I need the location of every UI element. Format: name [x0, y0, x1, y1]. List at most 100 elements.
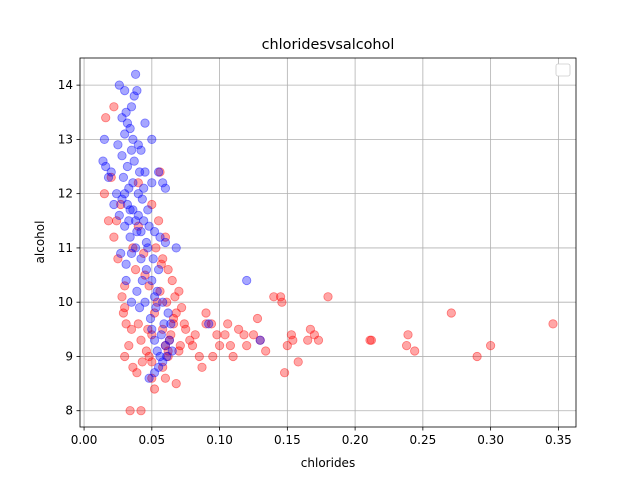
scatter-point-series-1	[303, 335, 313, 345]
scatter-point-series-2	[155, 351, 165, 362]
scatter-point-series-1	[190, 330, 200, 340]
scatter-point-series-2	[129, 91, 139, 101]
scatter-point-series-2	[144, 221, 154, 231]
scatter-point-series-1	[158, 254, 168, 264]
scatter-point-series-2	[112, 189, 122, 199]
scatter-point-series-2	[122, 118, 133, 128]
scatter-point-series-1	[120, 351, 130, 362]
scatter-point-series-1	[171, 308, 181, 318]
scatter-point-series-2	[154, 362, 164, 372]
scatter-point-series-2	[164, 335, 174, 345]
scatter-point-series-2	[122, 199, 133, 210]
scatter-point-series-2	[128, 178, 138, 188]
scatter-point-series-1	[101, 113, 111, 123]
scatter-point-series-1	[160, 340, 170, 351]
scatter-point-series-1	[131, 264, 141, 275]
scatter-point-series-1	[167, 275, 177, 286]
scatter-point-series-2	[140, 118, 150, 128]
scatter-point-series-2	[140, 167, 150, 177]
scatter-point-series-2	[120, 221, 130, 231]
scatter-point-series-2	[149, 368, 160, 378]
scatter-point-series-1	[158, 324, 168, 334]
scatter-point-series-1	[133, 319, 143, 329]
y-axis-label: alcohol	[33, 221, 47, 264]
x-tick-label: 0.10	[206, 433, 233, 447]
scatter-point-series-2	[120, 86, 130, 96]
scatter-point-series-1	[116, 199, 126, 210]
y-tick-label: 13	[58, 132, 73, 146]
scatter-point-series-2	[132, 286, 142, 296]
scatter-point-series-2	[155, 232, 165, 242]
scatter-point-series-2	[126, 145, 137, 155]
scatter-point-series-2	[140, 297, 150, 307]
scatter-point-series-1	[242, 340, 252, 351]
scatter-point-series-1	[121, 319, 131, 329]
scatter-point-series-2	[131, 243, 141, 253]
scatter-point-series-2	[144, 373, 154, 383]
scatter-point-series-2	[133, 189, 143, 199]
scatter-point-series-1	[365, 335, 375, 345]
scatter-point-series-1	[149, 384, 160, 394]
scatter-point-series-1	[286, 330, 296, 340]
x-axis-label: chlorides	[301, 456, 355, 470]
scatter-point-series-2	[154, 264, 164, 275]
scatter-point-series-1	[223, 319, 233, 329]
scatter-point-series-2	[145, 313, 156, 324]
scatter-point-series-1	[261, 346, 271, 356]
scatter-point-series-2	[103, 172, 114, 182]
scatter-point-series-1	[168, 319, 179, 329]
scatter-point-series-1	[162, 297, 172, 307]
scatter-point-series-2	[152, 286, 162, 296]
x-tick-label: 0.25	[410, 433, 437, 447]
scatter-point-series-2	[121, 259, 131, 269]
scatter-point-series-2	[128, 205, 138, 215]
scatter-point-series-1	[403, 330, 413, 340]
scatter-point-series-1	[147, 373, 157, 383]
scatter-point-series-2	[137, 194, 147, 204]
scatter-point-series-1	[171, 378, 181, 389]
scatter-point-series-1	[137, 357, 147, 367]
scatter-point-series-1	[113, 254, 123, 264]
scatter-point-series-2	[121, 275, 131, 286]
scatter-point-series-2	[149, 292, 160, 302]
scatter-point-series-1	[175, 340, 185, 351]
scatter-point-series-2	[135, 302, 145, 313]
scatter-point-series-1	[446, 308, 456, 318]
scatter-point-series-1	[220, 330, 230, 340]
scatter-point-series-2	[117, 194, 127, 204]
scatter-point-series-1	[305, 324, 315, 334]
scatter-point-series-1	[156, 259, 166, 269]
scatter-point-series-1	[128, 243, 138, 253]
scatter-point-series-2	[167, 346, 177, 356]
scatter-point-series-2	[136, 145, 146, 155]
scatter-point-series-1	[239, 330, 249, 340]
scatter-point-series-1	[166, 330, 176, 340]
scatter-point-series-1	[117, 292, 127, 302]
y-tick-label: 14	[58, 78, 73, 92]
scatter-point-series-1	[282, 340, 292, 351]
scatter-point-series-1	[275, 292, 286, 302]
scatter-point-series-1	[206, 319, 217, 329]
scatter-point-series-2	[147, 134, 157, 144]
scatter-point-series-1	[472, 351, 482, 362]
scatter-point-series-2	[204, 319, 214, 329]
scatter-point-series-1	[147, 199, 157, 210]
scatter-point-series-1	[201, 319, 211, 329]
scatter-points	[98, 69, 558, 416]
y-axis-ticks: 8 9 10 11 12 13 14	[58, 78, 80, 418]
scatter-point-series-2	[162, 351, 172, 362]
x-tick-label: 0.15	[274, 433, 301, 447]
scatter-point-series-2	[141, 264, 151, 275]
scatter-point-series-1	[124, 340, 134, 351]
scatter-point-series-2	[158, 178, 168, 188]
scatter-point-series-1	[99, 189, 110, 199]
scatter-point-series-2	[116, 248, 126, 258]
scatter-point-series-1	[201, 308, 211, 318]
scatter-point-series-1	[128, 362, 138, 372]
legend-box	[555, 63, 571, 77]
scatter-point-series-1	[140, 270, 150, 280]
scatter-point-series-1	[163, 264, 173, 275]
scatter-point-series-1	[174, 346, 184, 356]
scatter-point-series-2	[117, 113, 127, 123]
